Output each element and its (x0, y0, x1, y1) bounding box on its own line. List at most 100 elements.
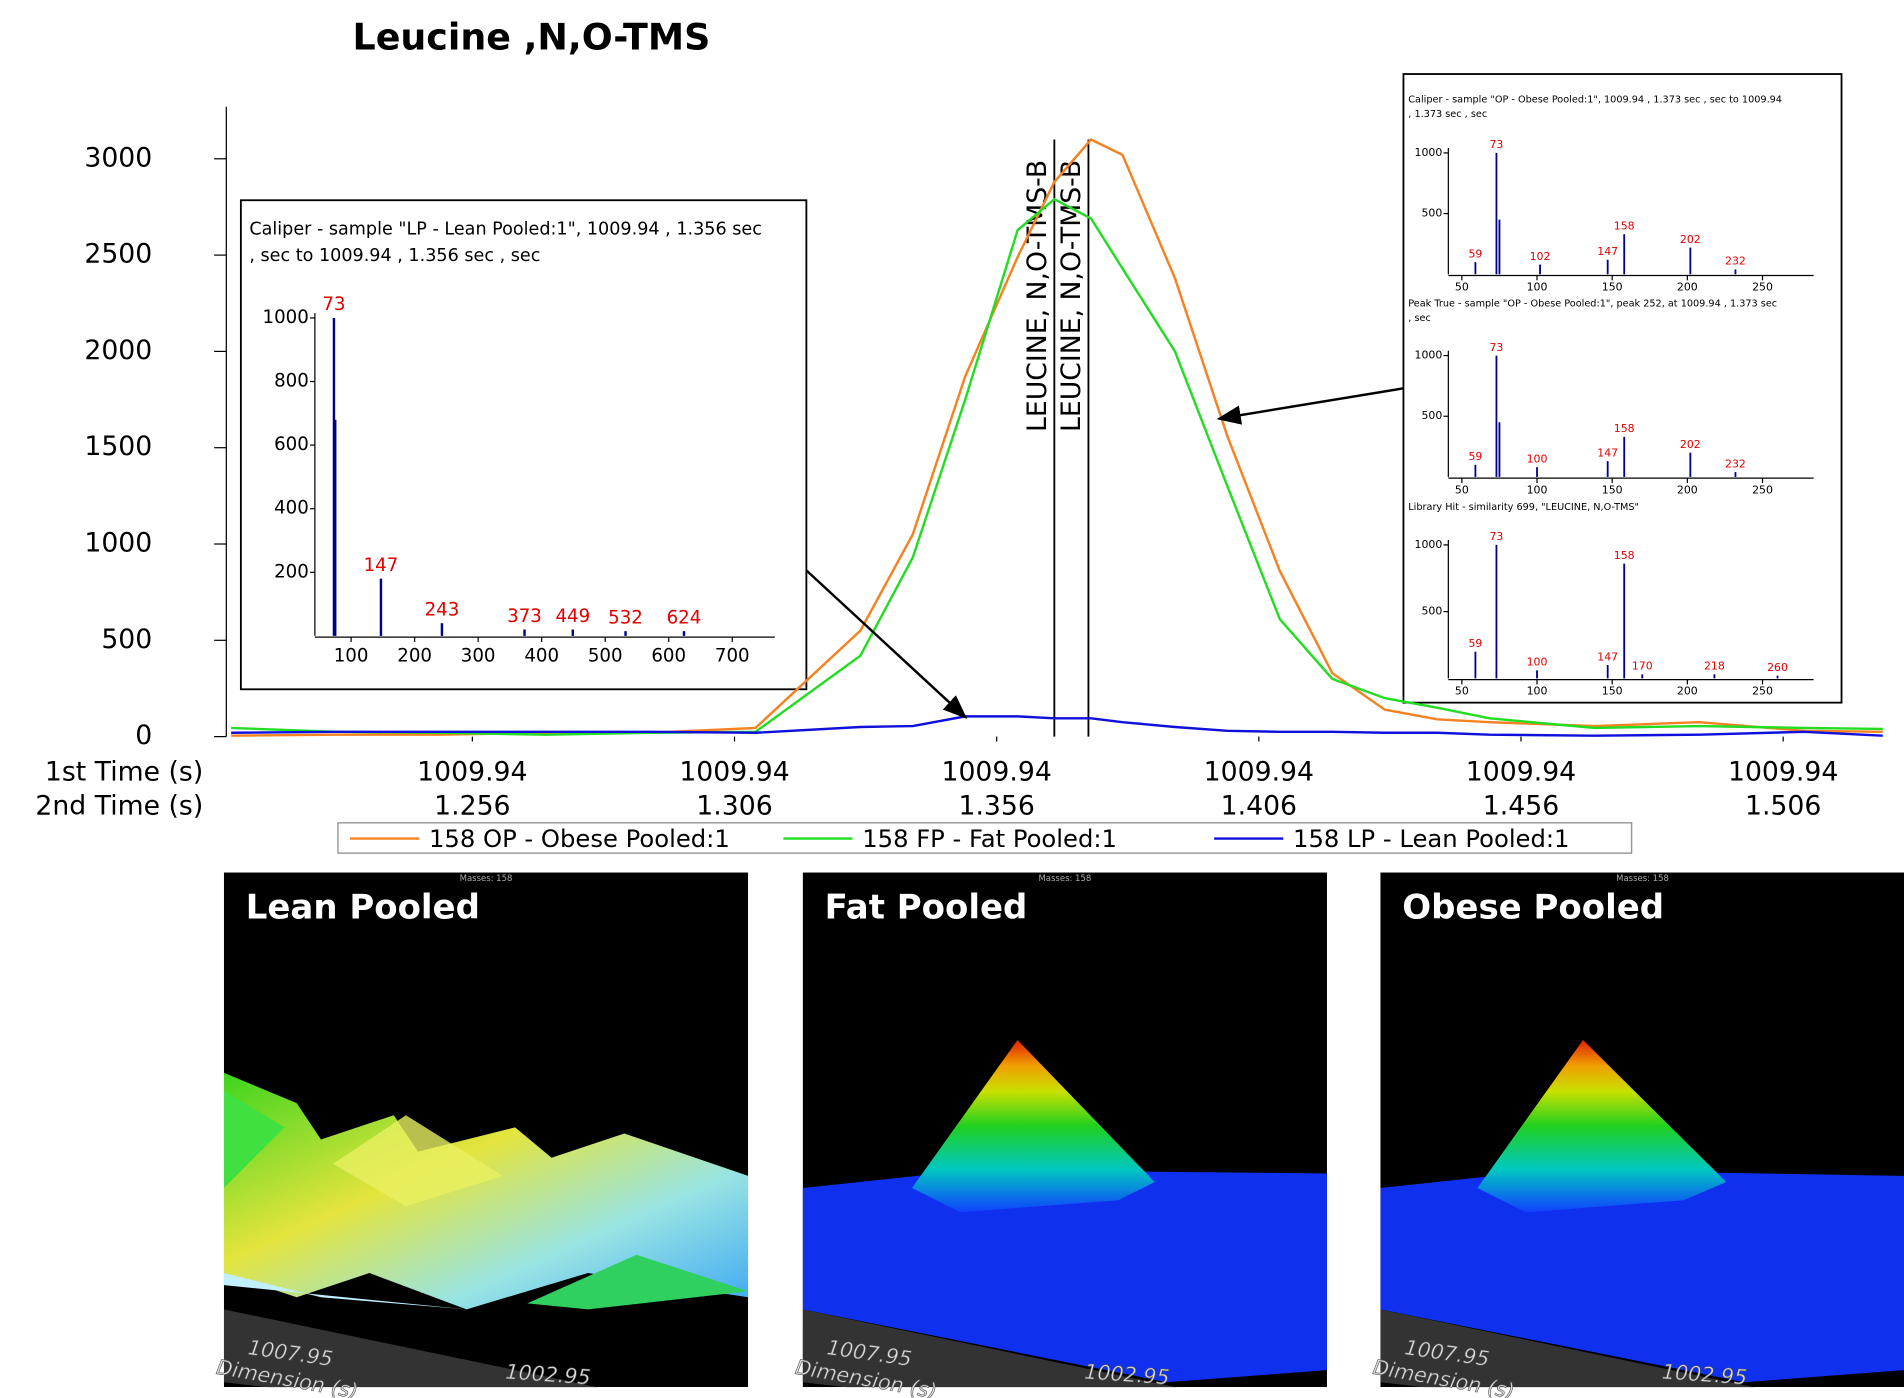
x-tick-label: 200 (1677, 685, 1698, 698)
x-tick-label: 200 (397, 646, 432, 667)
panel-title: Lean Pooled (246, 887, 480, 927)
peak-label: 158 (1614, 422, 1635, 435)
arrow (1216, 387, 1404, 425)
x-tick-label: 1009.94 (1466, 757, 1576, 788)
y-tick-label: 500 (1421, 409, 1442, 422)
x-tick-label: 1009.94 (417, 757, 527, 788)
x-tick-label: 50 (1455, 685, 1469, 698)
inset-frame (1402, 73, 1843, 704)
x-tick-label: 1.456 (1483, 791, 1559, 822)
peak-label: 449 (555, 606, 590, 627)
x-tick-label: 150 (1602, 685, 1623, 698)
y-tick-label: 800 (274, 371, 309, 392)
annotation-label: LEUCINE, N,O-TMS-B (1056, 160, 1087, 432)
x-axis-label: 2nd Time (s) (35, 791, 203, 822)
peak-label: 100 (1527, 453, 1548, 466)
peak-label: 73 (1489, 138, 1503, 151)
y-tick-label: 1000 (1415, 538, 1443, 551)
x-tick-label: 1.406 (1221, 791, 1297, 822)
peak-label: 73 (1489, 341, 1503, 354)
peak-label: 202 (1680, 438, 1701, 451)
peak-label: 158 (1614, 220, 1635, 233)
peak-label: 102 (1530, 250, 1551, 263)
x-tick-label: 150 (1602, 483, 1623, 496)
peak-label: 624 (667, 607, 702, 628)
x-tick-label: 250 (1752, 281, 1773, 294)
peak-label: 373 (507, 606, 542, 627)
peak-label: 59 (1468, 450, 1482, 463)
legend-label: 158 FP - Fat Pooled:1 (862, 824, 1117, 853)
x-tick-label: 100 (1527, 483, 1548, 496)
x-tick-label: 100 (334, 646, 369, 667)
peak-label: 147 (364, 555, 399, 576)
inset-title: Caliper - sample "LP - Lean Pooled:1", 1… (249, 219, 762, 239)
y-tick-label: 1500 (84, 431, 152, 462)
y-tick-label: 2500 (84, 239, 152, 270)
series-line (231, 715, 1883, 737)
x-axis-label: 1st Time (s) (45, 757, 203, 788)
peak-label: 147 (1597, 447, 1618, 460)
y-tick-label: 200 (274, 561, 309, 582)
panel-masses: Masses: 158 (1616, 874, 1669, 884)
x-tick-label: 700 (715, 646, 750, 667)
y-tick-label: 3000 (84, 142, 152, 173)
peak-label: 170 (1632, 660, 1653, 673)
peak-label: 147 (1597, 650, 1618, 663)
peak-label: 232 (1725, 457, 1746, 470)
y-tick-label: 1000 (1415, 146, 1443, 159)
peak-label: 218 (1704, 660, 1725, 673)
y-tick-label: 500 (1421, 207, 1442, 220)
x-tick-label: 200 (1677, 281, 1698, 294)
peak-label: 59 (1468, 637, 1482, 650)
chart-layer: 0 500 1000 1500 2000 2500 3000 1st Time (s)2nd … (35, 95, 1883, 853)
series-line (231, 197, 1883, 736)
peak-label: 260 (1767, 661, 1788, 674)
x-tick-label: 500 (588, 646, 623, 667)
x-tick-label: 300 (461, 646, 496, 667)
x-tick-label: 1009.94 (1204, 757, 1314, 788)
legend-label: 158 OP - Obese Pooled:1 (429, 824, 730, 853)
x-tick-label: 1.356 (958, 791, 1034, 822)
inset-title: Library Hit - similarity 699, "LEUCINE, … (1408, 502, 1639, 513)
peak-label: 232 (1725, 255, 1746, 268)
x-tick-label: 400 (524, 646, 559, 667)
x-tick-label: 250 (1752, 685, 1773, 698)
peak-label: 59 (1468, 247, 1482, 260)
peak-label: 202 (1680, 233, 1701, 246)
x-tick-label: 50 (1455, 483, 1469, 496)
legend-frame (337, 822, 1633, 854)
inset-title: Peak True - sample "OP - Obese Pooled:1"… (1408, 298, 1777, 309)
x-tick-label: 1.256 (434, 791, 510, 822)
y-tick-label: 500 (1421, 605, 1442, 618)
annotation-label: LEUCINE, N,O-TMS-B (1022, 160, 1053, 432)
peak-label: 243 (425, 599, 460, 620)
y-tick-label: 0 (135, 720, 152, 751)
panel-title: Obese Pooled (1402, 887, 1664, 927)
legend-label: 158 LP - Lean Pooled:1 (1293, 824, 1569, 853)
peak-label: 147 (1597, 245, 1618, 258)
x-tick-label: 1009.94 (679, 757, 789, 788)
x-tick-label: 1009.94 (941, 757, 1051, 788)
arrow (805, 569, 968, 719)
peak-label: 158 (1614, 549, 1635, 562)
x-tick-label: 100 (1527, 685, 1548, 698)
peak-label: 73 (1489, 530, 1503, 543)
inset-title: , 1.373 sec , sec (1408, 109, 1487, 120)
y-tick-label: 600 (274, 434, 309, 455)
y-tick-label: 1000 (84, 528, 152, 559)
x-tick-label: 1009.94 (1728, 757, 1838, 788)
inset-title: , sec (1408, 313, 1431, 324)
x-tick-label: 200 (1677, 483, 1698, 496)
peak-label: 73 (322, 294, 345, 315)
x-tick-label: 1.506 (1745, 791, 1821, 822)
panel-title: Fat Pooled (825, 887, 1028, 927)
y-tick-label: 400 (274, 498, 309, 519)
inset-title: , sec to 1009.94 , 1.356 sec , sec (249, 246, 540, 266)
x-tick-label: 50 (1455, 281, 1469, 294)
panel-masses: Masses: 158 (1038, 874, 1091, 884)
peak-label: 532 (608, 607, 643, 628)
